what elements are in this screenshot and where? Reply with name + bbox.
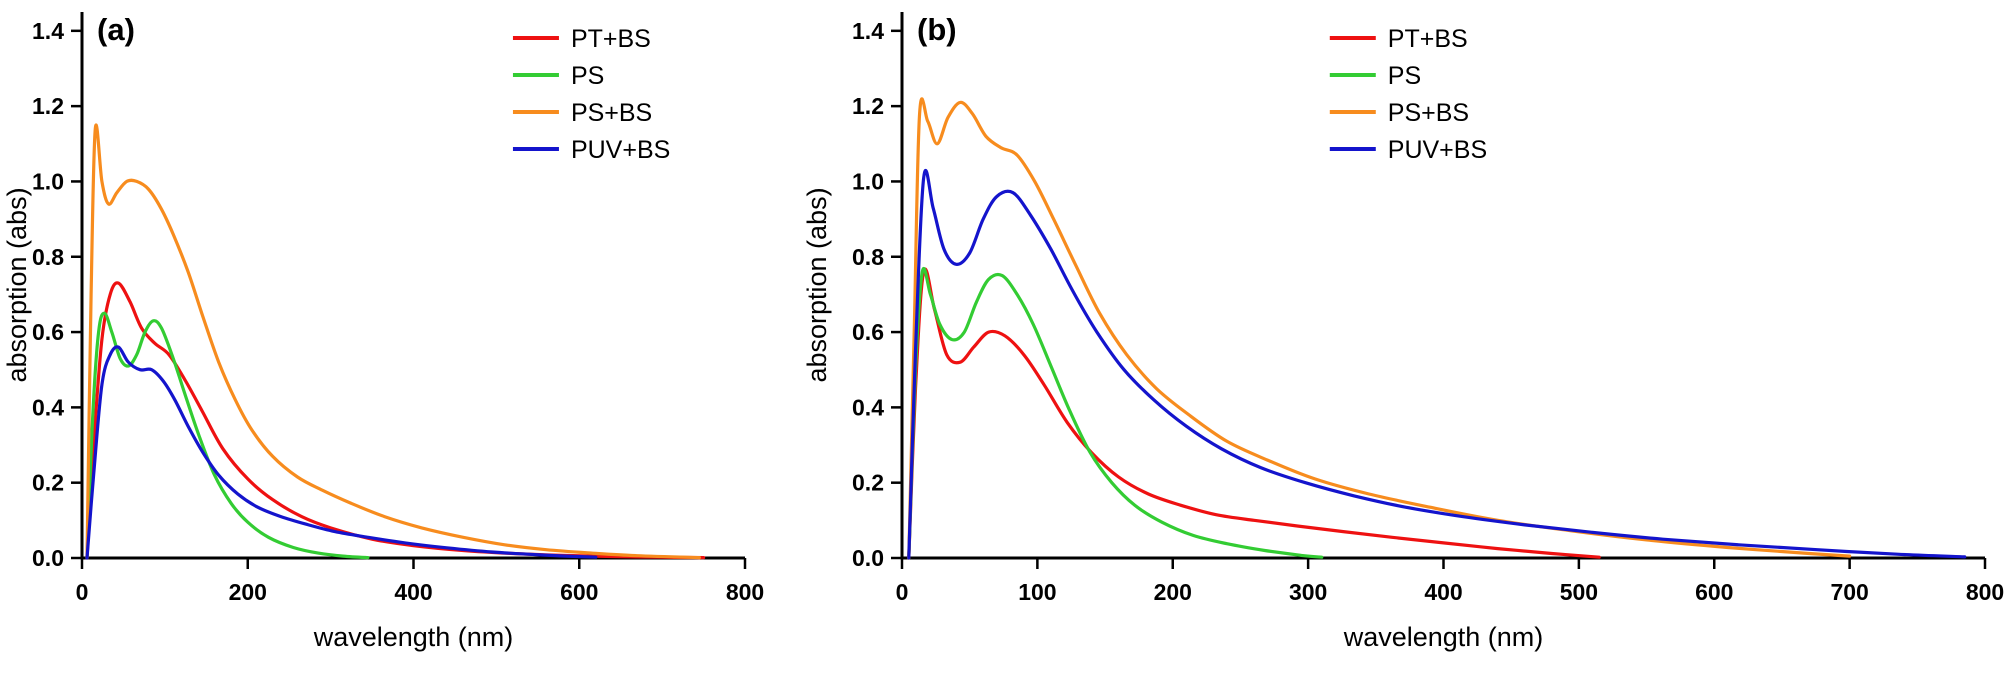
x-axis-title: wavelength (nm) — [1343, 622, 1544, 652]
y-tick-label: 1.4 — [32, 18, 64, 44]
y-tick-label: 1.0 — [32, 168, 64, 194]
axes-spines — [80, 12, 745, 560]
x-tick-label: 800 — [1966, 579, 2004, 605]
legend-label: PS — [1388, 62, 1421, 90]
x-tick-label: 800 — [726, 579, 764, 605]
x-tick-label: 300 — [1289, 579, 1327, 605]
x-tick-label: 600 — [1695, 579, 1733, 605]
x-tick-label: 500 — [1560, 579, 1598, 605]
legend-label: PS+BS — [1388, 99, 1469, 127]
x-tick-label: 700 — [1830, 579, 1868, 605]
x-axis-title: wavelength (nm) — [313, 622, 514, 652]
y-tick-label: 1.2 — [852, 93, 884, 119]
x-tick-label: 400 — [1424, 579, 1462, 605]
chart-panel-b: 0.0 0.2 0.4 0.6 0.8 1.0 1.2 1.4 0 100 200 300 400 500… — [800, 0, 2006, 672]
panel-label: (b) — [917, 12, 957, 47]
series-line-ps-bs — [907, 97, 1852, 560]
series-line-puv-bs — [85, 345, 598, 560]
y-tick-label: 0.4 — [32, 394, 64, 420]
y-tick-label: 0.6 — [852, 319, 884, 345]
chart-panel-a: 0.0 0.2 0.4 0.6 0.8 1.0 1.2 1.4 0 200 400 600 800 wav… — [0, 0, 800, 672]
y-tick-label: 0.4 — [852, 394, 884, 420]
legend-label: PS — [571, 62, 604, 90]
y-tick-label: 1.2 — [32, 93, 64, 119]
y-tick-label: 0.2 — [852, 470, 884, 496]
y-tick-label: 0.6 — [32, 319, 64, 345]
y-tick-label: 0.8 — [32, 244, 64, 270]
x-tick-label: 400 — [394, 579, 432, 605]
series-line-ps-bs — [85, 123, 701, 560]
legend-label: PT+BS — [1388, 25, 1468, 53]
panel-label: (a) — [97, 12, 135, 47]
legend-label: PS+BS — [571, 99, 652, 127]
series-line-ps — [907, 267, 1324, 560]
x-tick-label: 0 — [76, 579, 89, 605]
axes-spines — [900, 12, 1985, 560]
chart-svg: 0.0 0.2 0.4 0.6 0.8 1.0 1.2 1.4 0 100 200 300 400 500… — [802, 12, 2004, 652]
y-tick-label: 0.8 — [852, 244, 884, 270]
x-tick-label: 200 — [229, 579, 267, 605]
y-tick-label: 0.0 — [852, 545, 884, 571]
y-tick-label: 1.4 — [852, 18, 884, 44]
x-tick-label: 200 — [1154, 579, 1192, 605]
chart-svg: 0.0 0.2 0.4 0.6 0.8 1.0 1.2 1.4 0 200 400 600 800 wav… — [2, 12, 764, 652]
series-line-pt-bs — [85, 281, 706, 560]
series-line-pt-bs — [907, 267, 1601, 560]
series-line-puv-bs — [907, 168, 1967, 560]
x-tick-label: 100 — [1018, 579, 1056, 605]
y-axis-title: absorption (abs) — [802, 187, 832, 382]
legend-label: PUV+BS — [1388, 136, 1487, 164]
y-axis-title: absorption (abs) — [2, 187, 32, 382]
series-group — [907, 97, 1967, 560]
y-tick-label: 0.0 — [32, 545, 64, 571]
series-line-ps — [85, 311, 370, 560]
legend-label: PUV+BS — [571, 136, 670, 164]
x-tick-label: 0 — [896, 579, 909, 605]
y-tick-label: 0.2 — [32, 470, 64, 496]
y-tick-label: 1.0 — [852, 168, 884, 194]
x-tick-label: 600 — [560, 579, 598, 605]
series-group — [85, 123, 706, 560]
legend-label: PT+BS — [571, 25, 651, 53]
